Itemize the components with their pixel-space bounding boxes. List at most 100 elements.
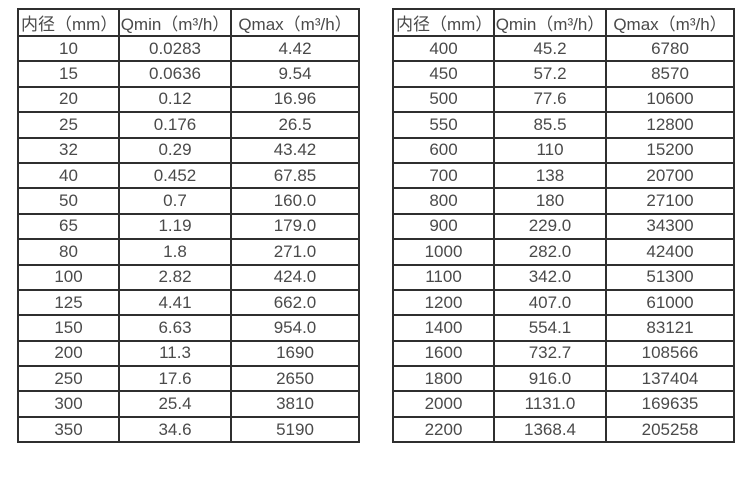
- cell-diameter: 700: [392, 161, 495, 190]
- table-row: 15 0.0636 9.54: [17, 60, 360, 88]
- table-header: 内径（mm） Qmin（m³/h） Qmax（m³/h）: [392, 8, 735, 37]
- table-row: 125 4.41 662.0: [17, 288, 360, 317]
- cell-diameter: 100: [17, 263, 120, 291]
- cell-diameter: 1000: [392, 238, 495, 266]
- header-row: 内径（mm） Qmin（m³/h） Qmax（m³/h）: [392, 8, 735, 37]
- table-row: 20 0.12 16.96: [17, 85, 360, 114]
- cell-qmin: 180: [493, 187, 607, 215]
- cell-qmin: 57.2: [493, 60, 607, 88]
- header-cell-diameter: 内径（mm）: [17, 8, 120, 37]
- cell-qmin: 1131.0: [493, 390, 607, 418]
- header-row: 内径（mm） Qmin（m³/h） Qmax（m³/h）: [17, 8, 360, 37]
- table-row: 900 229.0 34300: [392, 212, 735, 241]
- cell-qmax: 67.85: [230, 161, 360, 190]
- cell-qmax: 61000: [605, 288, 735, 317]
- cell-qmax: 1690: [230, 339, 360, 368]
- cell-qmax: 83121: [605, 314, 735, 342]
- table-header: 内径（mm） Qmin（m³/h） Qmax（m³/h）: [17, 8, 360, 37]
- cell-diameter: 125: [17, 288, 120, 317]
- cell-qmax: 27100: [605, 187, 735, 215]
- cell-diameter: 550: [392, 111, 495, 139]
- table-row: 80 1.8 271.0: [17, 238, 360, 266]
- cell-qmax: 137404: [605, 365, 735, 393]
- table-row: 1800 916.0 137404: [392, 365, 735, 393]
- table-row: 2200 1368.4 205258: [392, 415, 735, 444]
- cell-qmin: 0.29: [118, 136, 232, 164]
- cell-diameter: 25: [17, 111, 120, 139]
- cell-qmin: 282.0: [493, 238, 607, 266]
- cell-qmax: 205258: [605, 415, 735, 444]
- cell-qmax: 4.42: [230, 34, 360, 63]
- cell-qmin: 1.8: [118, 238, 232, 266]
- cell-qmin: 45.2: [493, 34, 607, 63]
- cell-diameter: 1100: [392, 263, 495, 291]
- table-row: 500 77.6 10600: [392, 85, 735, 114]
- cell-qmin: 11.3: [118, 339, 232, 368]
- cell-qmax: 2650: [230, 365, 360, 393]
- cell-qmin: 0.12: [118, 85, 232, 114]
- table-row: 550 85.5 12800: [392, 111, 735, 139]
- cell-qmin: 34.6: [118, 415, 232, 444]
- cell-diameter: 65: [17, 212, 120, 241]
- table-row: 600 110 15200: [392, 136, 735, 164]
- cell-qmin: 138: [493, 161, 607, 190]
- table-row: 250 17.6 2650: [17, 365, 360, 393]
- table-row: 700 138 20700: [392, 161, 735, 190]
- cell-qmax: 15200: [605, 136, 735, 164]
- cell-diameter: 10: [17, 34, 120, 63]
- table-row: 1400 554.1 83121: [392, 314, 735, 342]
- table-row: 150 6.63 954.0: [17, 314, 360, 342]
- cell-diameter: 400: [392, 34, 495, 63]
- cell-qmin: 0.452: [118, 161, 232, 190]
- table-body: 10 0.0283 4.42 15 0.0636 9.54 20 0.12 16.96 25 0.1…: [17, 34, 360, 444]
- cell-diameter: 50: [17, 187, 120, 215]
- cell-qmin: 77.6: [493, 85, 607, 114]
- flow-spec-table-large-diameters: 内径（mm） Qmin（m³/h） Qmax（m³/h） 400 45.2 6780 45…: [392, 8, 735, 444]
- cell-diameter: 150: [17, 314, 120, 342]
- cell-qmax: 10600: [605, 85, 735, 114]
- table-row: 1200 407.0 61000: [392, 288, 735, 317]
- table-row: 1600 732.7 108566: [392, 339, 735, 368]
- cell-diameter: 40: [17, 161, 120, 190]
- cell-qmin: 1368.4: [493, 415, 607, 444]
- cell-qmax: 662.0: [230, 288, 360, 317]
- table-body: 400 45.2 6780 450 57.2 8570 500 77.6 10600 550 85.…: [392, 34, 735, 444]
- table-row: 100 2.82 424.0: [17, 263, 360, 291]
- cell-qmax: 5190: [230, 415, 360, 444]
- cell-qmax: 8570: [605, 60, 735, 88]
- cell-diameter: 200: [17, 339, 120, 368]
- header-cell-qmax: Qmax（m³/h）: [605, 8, 735, 37]
- cell-qmax: 179.0: [230, 212, 360, 241]
- cell-diameter: 1200: [392, 288, 495, 317]
- cell-diameter: 20: [17, 85, 120, 114]
- cell-qmax: 20700: [605, 161, 735, 190]
- cell-diameter: 500: [392, 85, 495, 114]
- cell-qmax: 160.0: [230, 187, 360, 215]
- table-row: 200 11.3 1690: [17, 339, 360, 368]
- flow-spec-table-small-diameters: 内径（mm） Qmin（m³/h） Qmax（m³/h） 10 0.0283 4.42 1…: [17, 8, 360, 444]
- table-row: 1100 342.0 51300: [392, 263, 735, 291]
- table-row: 450 57.2 8570: [392, 60, 735, 88]
- cell-diameter: 1400: [392, 314, 495, 342]
- cell-qmax: 271.0: [230, 238, 360, 266]
- cell-qmax: 954.0: [230, 314, 360, 342]
- cell-qmax: 12800: [605, 111, 735, 139]
- cell-qmin: 0.7: [118, 187, 232, 215]
- cell-qmin: 4.41: [118, 288, 232, 317]
- cell-qmax: 42400: [605, 238, 735, 266]
- table-row: 300 25.4 3810: [17, 390, 360, 418]
- cell-diameter: 15: [17, 60, 120, 88]
- header-cell-diameter: 内径（mm）: [392, 8, 495, 37]
- table-row: 40 0.452 67.85: [17, 161, 360, 190]
- table-row: 10 0.0283 4.42: [17, 34, 360, 63]
- cell-qmin: 342.0: [493, 263, 607, 291]
- table-row: 1000 282.0 42400: [392, 238, 735, 266]
- cell-qmax: 16.96: [230, 85, 360, 114]
- cell-qmax: 26.5: [230, 111, 360, 139]
- cell-qmin: 0.0283: [118, 34, 232, 63]
- cell-qmin: 2.82: [118, 263, 232, 291]
- cell-diameter: 250: [17, 365, 120, 393]
- table-row: 50 0.7 160.0: [17, 187, 360, 215]
- header-cell-qmax: Qmax（m³/h）: [230, 8, 360, 37]
- cell-qmin: 407.0: [493, 288, 607, 317]
